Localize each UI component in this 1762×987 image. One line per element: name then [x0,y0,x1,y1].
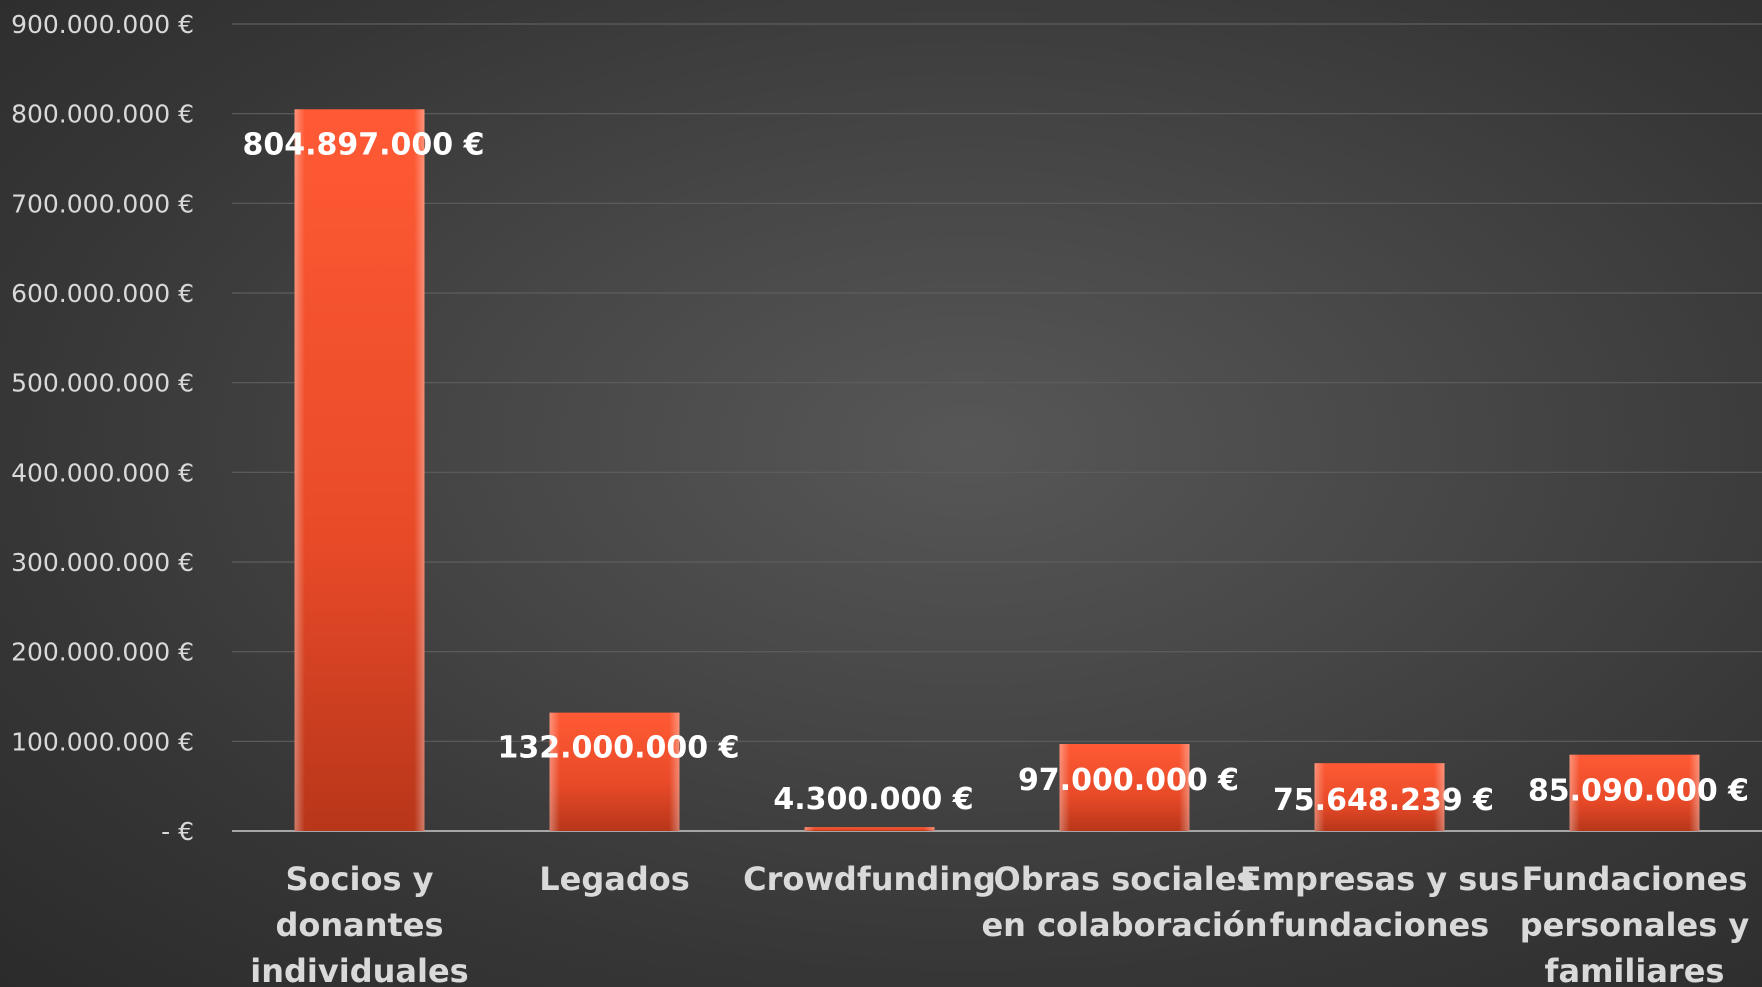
y-tick-label: 200.000.000 € [11,638,194,667]
x-tick-label: familiares [1545,952,1725,987]
data-label: 75.648.239 € [1273,783,1494,818]
y-axis: - € 100.000.000 € 200.000.000 € 300.000.000… [11,10,194,846]
y-tick-label: - € [161,817,194,846]
y-tick-label: 100.000.000 € [11,727,194,756]
x-tick-label: individuales [250,952,468,987]
y-tick-label: 300.000.000 € [11,548,194,577]
y-tick-label: 400.000.000 € [11,458,194,487]
x-tick-label: Crowdfunding [743,860,996,898]
bar-highlight [295,109,425,831]
x-tick-label: Empresas y sus [1240,860,1519,898]
bars [295,109,1700,831]
data-label: 85.090.000 € [1528,774,1749,809]
x-axis: Socios y donantes individuales Legados Crowd… [250,860,1749,987]
x-tick-label: Socios y [286,860,434,898]
data-label: 132.000.000 € [498,731,740,766]
x-tick-label: donantes [275,906,443,944]
data-label: 804.897.000 € [243,127,485,162]
y-tick-label: 600.000.000 € [11,279,194,308]
x-tick-label: personales y [1520,906,1750,944]
data-label: 4.300.000 € [773,782,973,817]
x-tick-label: Legados [539,860,690,898]
x-tick-label: en colaboración [981,906,1267,944]
data-label: 97.000.000 € [1018,763,1239,798]
x-tick-label: fundaciones [1270,906,1489,944]
y-tick-label: 700.000.000 € [11,189,194,218]
x-tick-label: Obras sociales [994,860,1256,898]
x-tick-label: Fundaciones [1522,860,1748,898]
y-tick-label: 800.000.000 € [11,100,194,129]
bar-highlight [805,827,935,831]
y-tick-label: 900.000.000 € [11,10,194,39]
y-tick-label: 500.000.000 € [11,369,194,398]
